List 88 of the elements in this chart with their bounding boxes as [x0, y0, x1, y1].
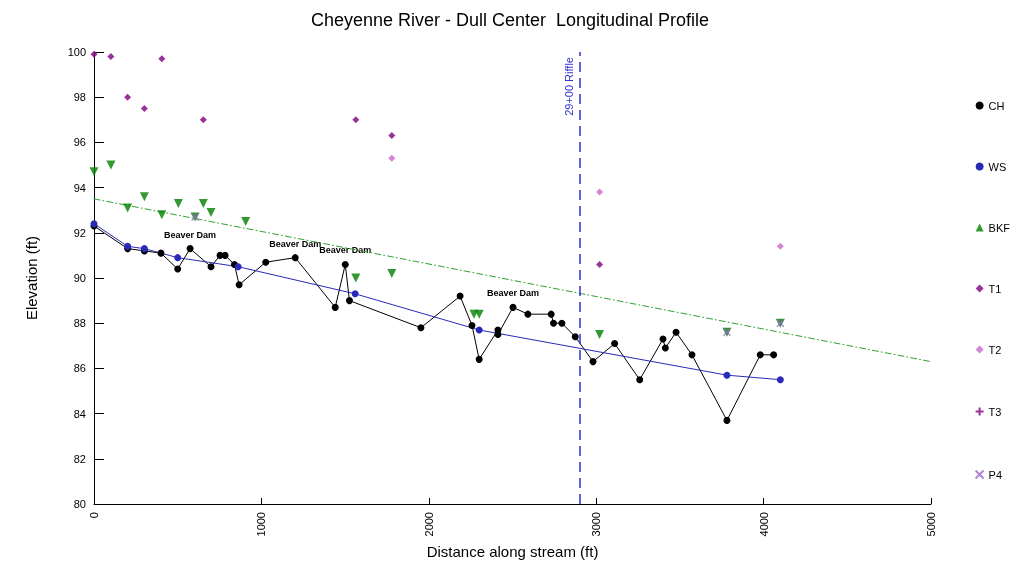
y-tick-label: 90	[73, 272, 86, 284]
point	[174, 265, 182, 273]
point	[388, 132, 396, 140]
y-tick-label: 98	[73, 91, 86, 104]
point	[341, 260, 349, 268]
point	[351, 290, 359, 298]
x-axis-title: Distance along stream (ft)	[426, 543, 599, 561]
point	[221, 251, 229, 259]
point	[388, 154, 396, 162]
x-tick-label: 1000	[255, 512, 268, 537]
point	[234, 263, 242, 271]
point	[174, 254, 182, 262]
point	[596, 188, 604, 196]
y-tick-label: 84	[73, 407, 86, 420]
point	[107, 53, 115, 61]
x-tick-label: 4000	[757, 512, 770, 537]
point	[206, 207, 216, 217]
point	[90, 50, 98, 58]
ref-line-label: 29+00 Riffle	[562, 57, 575, 116]
point	[262, 258, 270, 266]
point	[509, 303, 517, 311]
point	[89, 167, 99, 177]
point	[207, 263, 215, 271]
point	[291, 254, 299, 262]
chart-title: Cheyenne River - Dull Center Longitudinal Profile	[310, 10, 710, 30]
legend-label: BKF	[988, 221, 1011, 234]
point	[589, 358, 597, 366]
point	[661, 344, 669, 352]
point	[235, 281, 243, 289]
x-tick-label: 5000	[925, 512, 937, 537]
y-tick-label: 100	[67, 46, 86, 58]
point	[140, 105, 148, 112]
point	[672, 328, 680, 336]
annotation: Beaver Dam	[164, 229, 217, 240]
point	[776, 376, 784, 384]
x-tick-label: 2000	[422, 512, 435, 537]
point	[123, 203, 133, 213]
point	[139, 192, 149, 202]
point	[468, 321, 476, 329]
point	[595, 330, 605, 339]
legend-label: T3	[988, 405, 1002, 418]
point	[636, 376, 644, 384]
point	[547, 310, 555, 318]
legend-label: P4	[988, 468, 1003, 481]
y-tick-label: 82	[73, 452, 86, 465]
legend-label: T2	[988, 343, 1002, 356]
y-tick-label: 96	[73, 136, 86, 149]
y-tick-label: 80	[73, 498, 86, 510]
point	[199, 116, 207, 124]
point	[571, 333, 579, 341]
point	[688, 351, 696, 359]
y-tick-label: 88	[73, 317, 86, 330]
point	[352, 116, 360, 124]
point	[186, 245, 194, 253]
point	[241, 217, 251, 226]
point	[611, 340, 619, 348]
point	[770, 351, 778, 359]
point	[157, 249, 165, 257]
point	[417, 324, 425, 332]
point	[158, 55, 166, 63]
annotation: Beaver Dam	[486, 288, 540, 299]
point	[550, 319, 558, 327]
point	[558, 319, 566, 327]
y-tick-label: 92	[73, 226, 86, 239]
x-tick-label: 3000	[590, 512, 603, 537]
x-tick-label: 0	[88, 512, 100, 519]
point	[173, 198, 183, 208]
point	[387, 268, 397, 278]
y-axis-title: Elevation (ft)	[23, 235, 40, 321]
point	[331, 303, 339, 311]
point	[345, 297, 353, 305]
point	[756, 351, 764, 359]
legend-label: T1	[988, 282, 1002, 295]
point	[776, 242, 784, 250]
point	[524, 310, 532, 318]
point	[157, 210, 167, 220]
point	[596, 260, 604, 268]
legend-label: WS	[988, 160, 1007, 173]
point	[723, 371, 731, 379]
point	[124, 93, 132, 101]
point	[475, 326, 483, 334]
point	[723, 416, 731, 424]
legend-label: CH	[988, 99, 1005, 112]
point	[494, 331, 502, 338]
y-tick-label: 86	[73, 362, 86, 375]
point	[198, 198, 208, 208]
y-tick-label: 94	[73, 181, 86, 194]
point	[475, 355, 483, 363]
